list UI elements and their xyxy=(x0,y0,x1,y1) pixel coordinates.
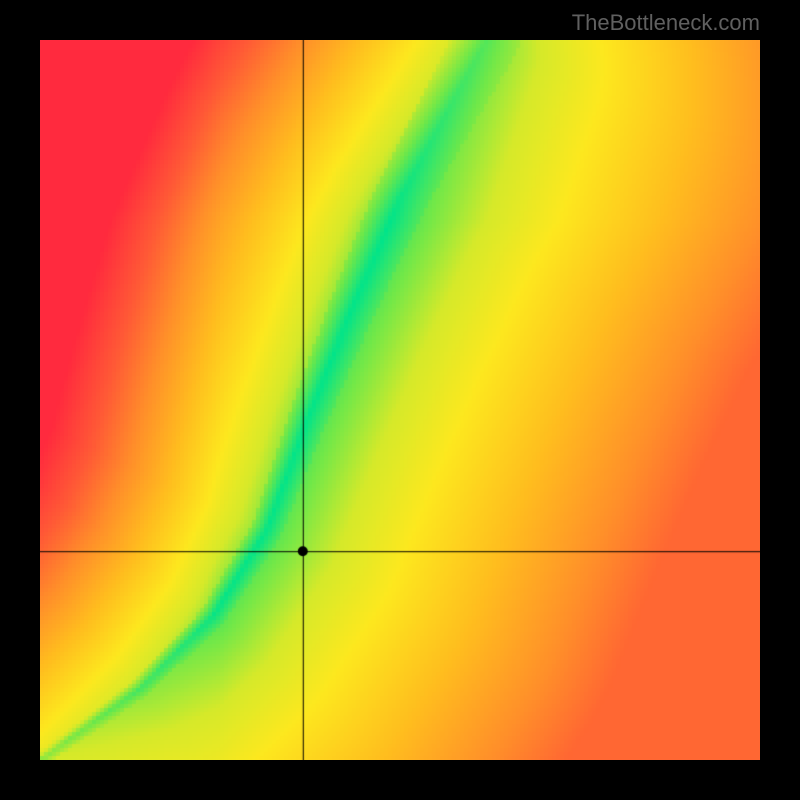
watermark-text: TheBottleneck.com xyxy=(572,10,760,36)
bottleneck-heatmap xyxy=(40,40,760,760)
chart-container: TheBottleneck.com xyxy=(0,0,800,800)
